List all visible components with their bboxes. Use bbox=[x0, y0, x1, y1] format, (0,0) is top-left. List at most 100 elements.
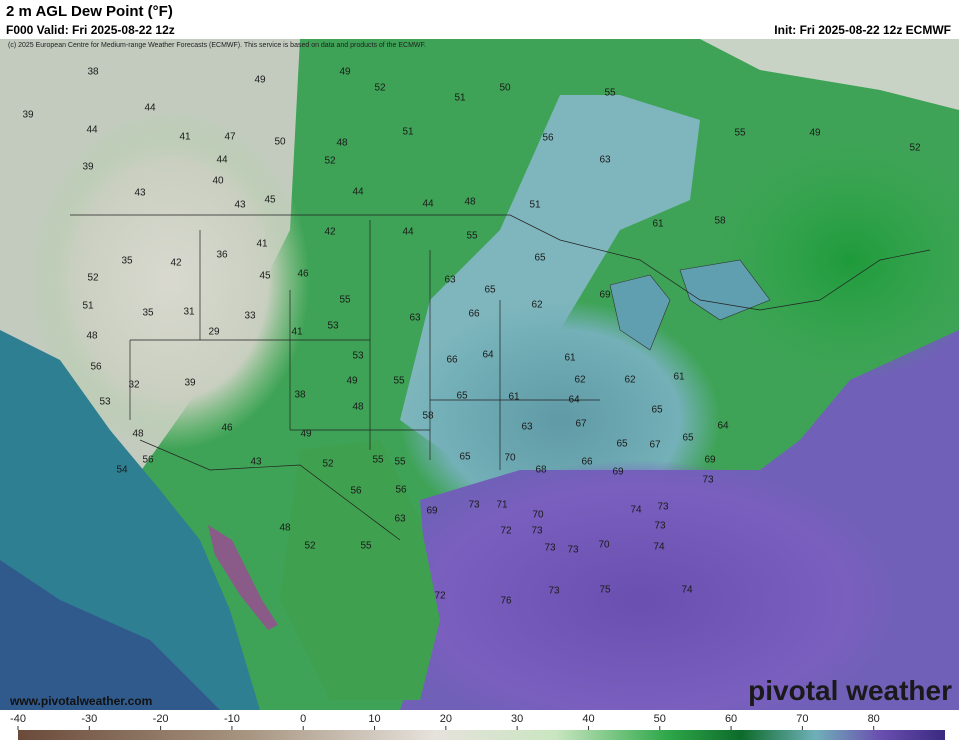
map-value: 38 bbox=[294, 390, 306, 401]
map-value: 76 bbox=[500, 596, 512, 607]
map-value: 33 bbox=[244, 311, 256, 322]
map-value: 40 bbox=[212, 176, 224, 187]
map-value: 61 bbox=[673, 372, 685, 383]
map-value: 55 bbox=[372, 455, 384, 466]
map-value: 65 bbox=[616, 439, 628, 450]
map-value: 63 bbox=[409, 313, 421, 324]
map-value: 73 bbox=[468, 500, 480, 511]
dry-core bbox=[30, 110, 310, 450]
map-value: 41 bbox=[291, 327, 303, 338]
colorbar-tick-label: 60 bbox=[725, 713, 737, 725]
map-value: 32 bbox=[128, 380, 140, 391]
map-value: 68 bbox=[535, 465, 547, 476]
map-value: 35 bbox=[121, 256, 133, 267]
map-value: 48 bbox=[352, 402, 364, 413]
map-value: 48 bbox=[132, 429, 144, 440]
colorbar-tick-label: -10 bbox=[224, 713, 240, 725]
map-value: 67 bbox=[575, 419, 587, 430]
map-value: 65 bbox=[484, 285, 496, 296]
map-value: 50 bbox=[274, 137, 286, 148]
map-value: 39 bbox=[82, 162, 94, 173]
map-value: 52 bbox=[322, 459, 334, 470]
colorbar-tick-label: 70 bbox=[796, 713, 808, 725]
map-value: 69 bbox=[426, 506, 438, 517]
ocean-deep bbox=[0, 560, 220, 710]
map-value: 66 bbox=[468, 309, 480, 320]
map-value: 53 bbox=[99, 397, 111, 408]
map-value: 52 bbox=[87, 273, 99, 284]
valid-time: F000 Valid: Fri 2025-08-22 12z bbox=[6, 23, 175, 37]
map-value: 55 bbox=[360, 541, 372, 552]
map-value: 55 bbox=[393, 376, 405, 387]
map-value: 64 bbox=[482, 350, 494, 361]
map-value: 61 bbox=[508, 392, 520, 403]
map-value: 71 bbox=[496, 500, 508, 511]
map-value: 69 bbox=[704, 455, 716, 466]
init-time: Init: Fri 2025-08-22 12z ECMWF bbox=[774, 23, 951, 37]
map-value: 52 bbox=[909, 143, 921, 154]
map-value: 58 bbox=[714, 216, 726, 227]
map-value: 55 bbox=[466, 231, 478, 242]
map-value: 48 bbox=[464, 197, 476, 208]
map-value: 44 bbox=[144, 103, 156, 114]
copyright: (c) 2025 European Centre for Medium-rang… bbox=[8, 42, 426, 49]
colorbar-tick-label: -20 bbox=[153, 713, 169, 725]
map-value: 44 bbox=[422, 199, 434, 210]
map-value: 49 bbox=[339, 67, 351, 78]
map-value: 49 bbox=[254, 75, 266, 86]
map-value: 44 bbox=[352, 187, 364, 198]
baja bbox=[208, 525, 278, 630]
map-value: 62 bbox=[574, 375, 586, 386]
map-value: 48 bbox=[279, 523, 291, 534]
map-value: 65 bbox=[651, 405, 663, 416]
very-moist-core bbox=[380, 460, 900, 710]
map-value: 39 bbox=[184, 378, 196, 389]
map-value: 41 bbox=[256, 239, 268, 250]
map-value: 58 bbox=[422, 411, 434, 422]
colorbar-tick-label: 30 bbox=[511, 713, 523, 725]
map-value: 55 bbox=[339, 295, 351, 306]
map-value: 75 bbox=[599, 585, 611, 596]
map-value: 46 bbox=[221, 423, 233, 434]
map-value: 56 bbox=[395, 485, 407, 496]
map-value: 55 bbox=[604, 88, 616, 99]
map-value: 64 bbox=[717, 421, 729, 432]
map-value: 52 bbox=[324, 156, 336, 167]
map-value: 39 bbox=[22, 110, 34, 121]
map-value: 44 bbox=[86, 125, 98, 136]
map-value: 31 bbox=[183, 307, 195, 318]
map-value: 44 bbox=[216, 155, 228, 166]
map-value: 73 bbox=[657, 502, 669, 513]
map-value: 56 bbox=[350, 486, 362, 497]
map-value: 55 bbox=[734, 128, 746, 139]
map-value: 35 bbox=[142, 308, 154, 319]
map-value: 43 bbox=[134, 188, 146, 199]
map-value: 67 bbox=[649, 440, 661, 451]
map-value: 72 bbox=[434, 591, 446, 602]
map-value: 65 bbox=[459, 452, 471, 463]
map-value: 74 bbox=[630, 505, 642, 516]
map-value: 70 bbox=[504, 453, 516, 464]
map-value: 45 bbox=[264, 195, 276, 206]
map-value: 48 bbox=[336, 138, 348, 149]
map-value: 54 bbox=[116, 465, 128, 476]
colorbar-tick-label: 20 bbox=[440, 713, 452, 725]
map-value: 56 bbox=[90, 362, 102, 373]
map-value: 42 bbox=[324, 227, 336, 238]
map-value: 36 bbox=[216, 250, 228, 261]
map-value: 73 bbox=[531, 526, 543, 537]
map-value: 61 bbox=[652, 219, 664, 230]
map-value: 43 bbox=[250, 457, 262, 468]
map-title: 2 m AGL Dew Point (°F) bbox=[6, 3, 173, 20]
colorbar-tick-label: 50 bbox=[654, 713, 666, 725]
map-value: 66 bbox=[581, 457, 593, 468]
map: 38 49 49 52 51 50 55 39 44 44 41 47 50 48 51 56 39 44 52 63… bbox=[0, 39, 959, 710]
map-value: 46 bbox=[297, 269, 309, 280]
colorbar-tick-label: 80 bbox=[868, 713, 880, 725]
map-value: 70 bbox=[598, 540, 610, 551]
map-value: 69 bbox=[612, 467, 624, 478]
map-value: 72 bbox=[500, 526, 512, 537]
map-value: 56 bbox=[542, 133, 554, 144]
colorbar: -40 -30 -20 -10 0 10 20 30 40 50 60 70 80 bbox=[10, 713, 945, 740]
colorbar-tick-label: 0 bbox=[300, 713, 306, 725]
